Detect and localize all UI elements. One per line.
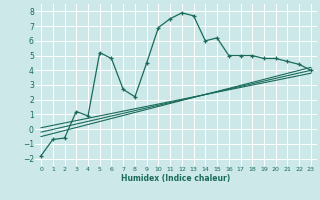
- X-axis label: Humidex (Indice chaleur): Humidex (Indice chaleur): [121, 174, 231, 183]
